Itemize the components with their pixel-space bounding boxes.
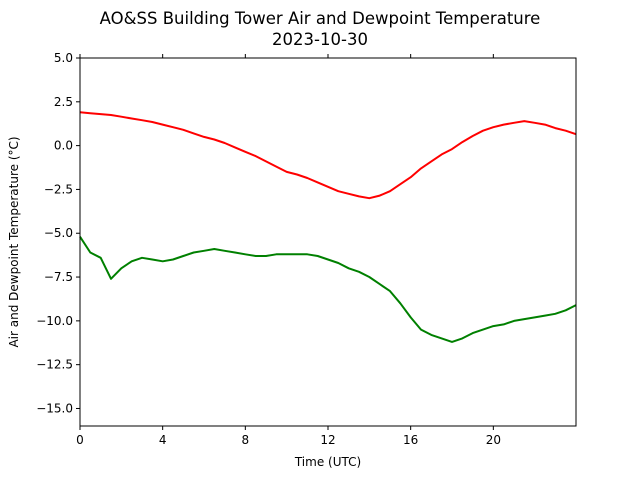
y-tick-label: −7.5 (44, 270, 73, 284)
series-line-2 (79, 236, 577, 343)
y-tick-label: −12.5 (36, 358, 73, 372)
y-tick-label: 0.0 (54, 139, 73, 153)
y-tick-label: −5.0 (44, 226, 73, 240)
chart-subtitle: 2023-10-30 (272, 30, 368, 49)
x-tick-label: 8 (242, 433, 250, 447)
series-line-1 (79, 111, 577, 200)
x-tick-label: 16 (403, 433, 418, 447)
ticks-layer: 0 4 8 12 16 20 5.0 2.5 0.0 −2.5 −5.0 −7.5 −10.0 −12.5… (36, 51, 501, 447)
x-tick-label: 4 (159, 433, 167, 447)
y-tick-label: 5.0 (54, 51, 73, 65)
x-tick-label: 12 (320, 433, 335, 447)
x-tick-label: 0 (76, 433, 84, 447)
series-layer (79, 111, 577, 343)
chart-title: AO&SS Building Tower Air and Dewpoint Te… (100, 9, 541, 28)
y-tick-label: −10.0 (36, 314, 73, 328)
y-tick-label: 2.5 (54, 95, 73, 109)
x-axis-label: Time (UTC) (294, 455, 361, 469)
y-tick-label: −15.0 (36, 401, 73, 415)
y-axis-label: Air and Dewpoint Temperature (°C) (7, 136, 21, 347)
plot-frame (79, 57, 577, 427)
y-tick-label: −2.5 (44, 182, 73, 196)
x-tick-label: 20 (486, 433, 501, 447)
